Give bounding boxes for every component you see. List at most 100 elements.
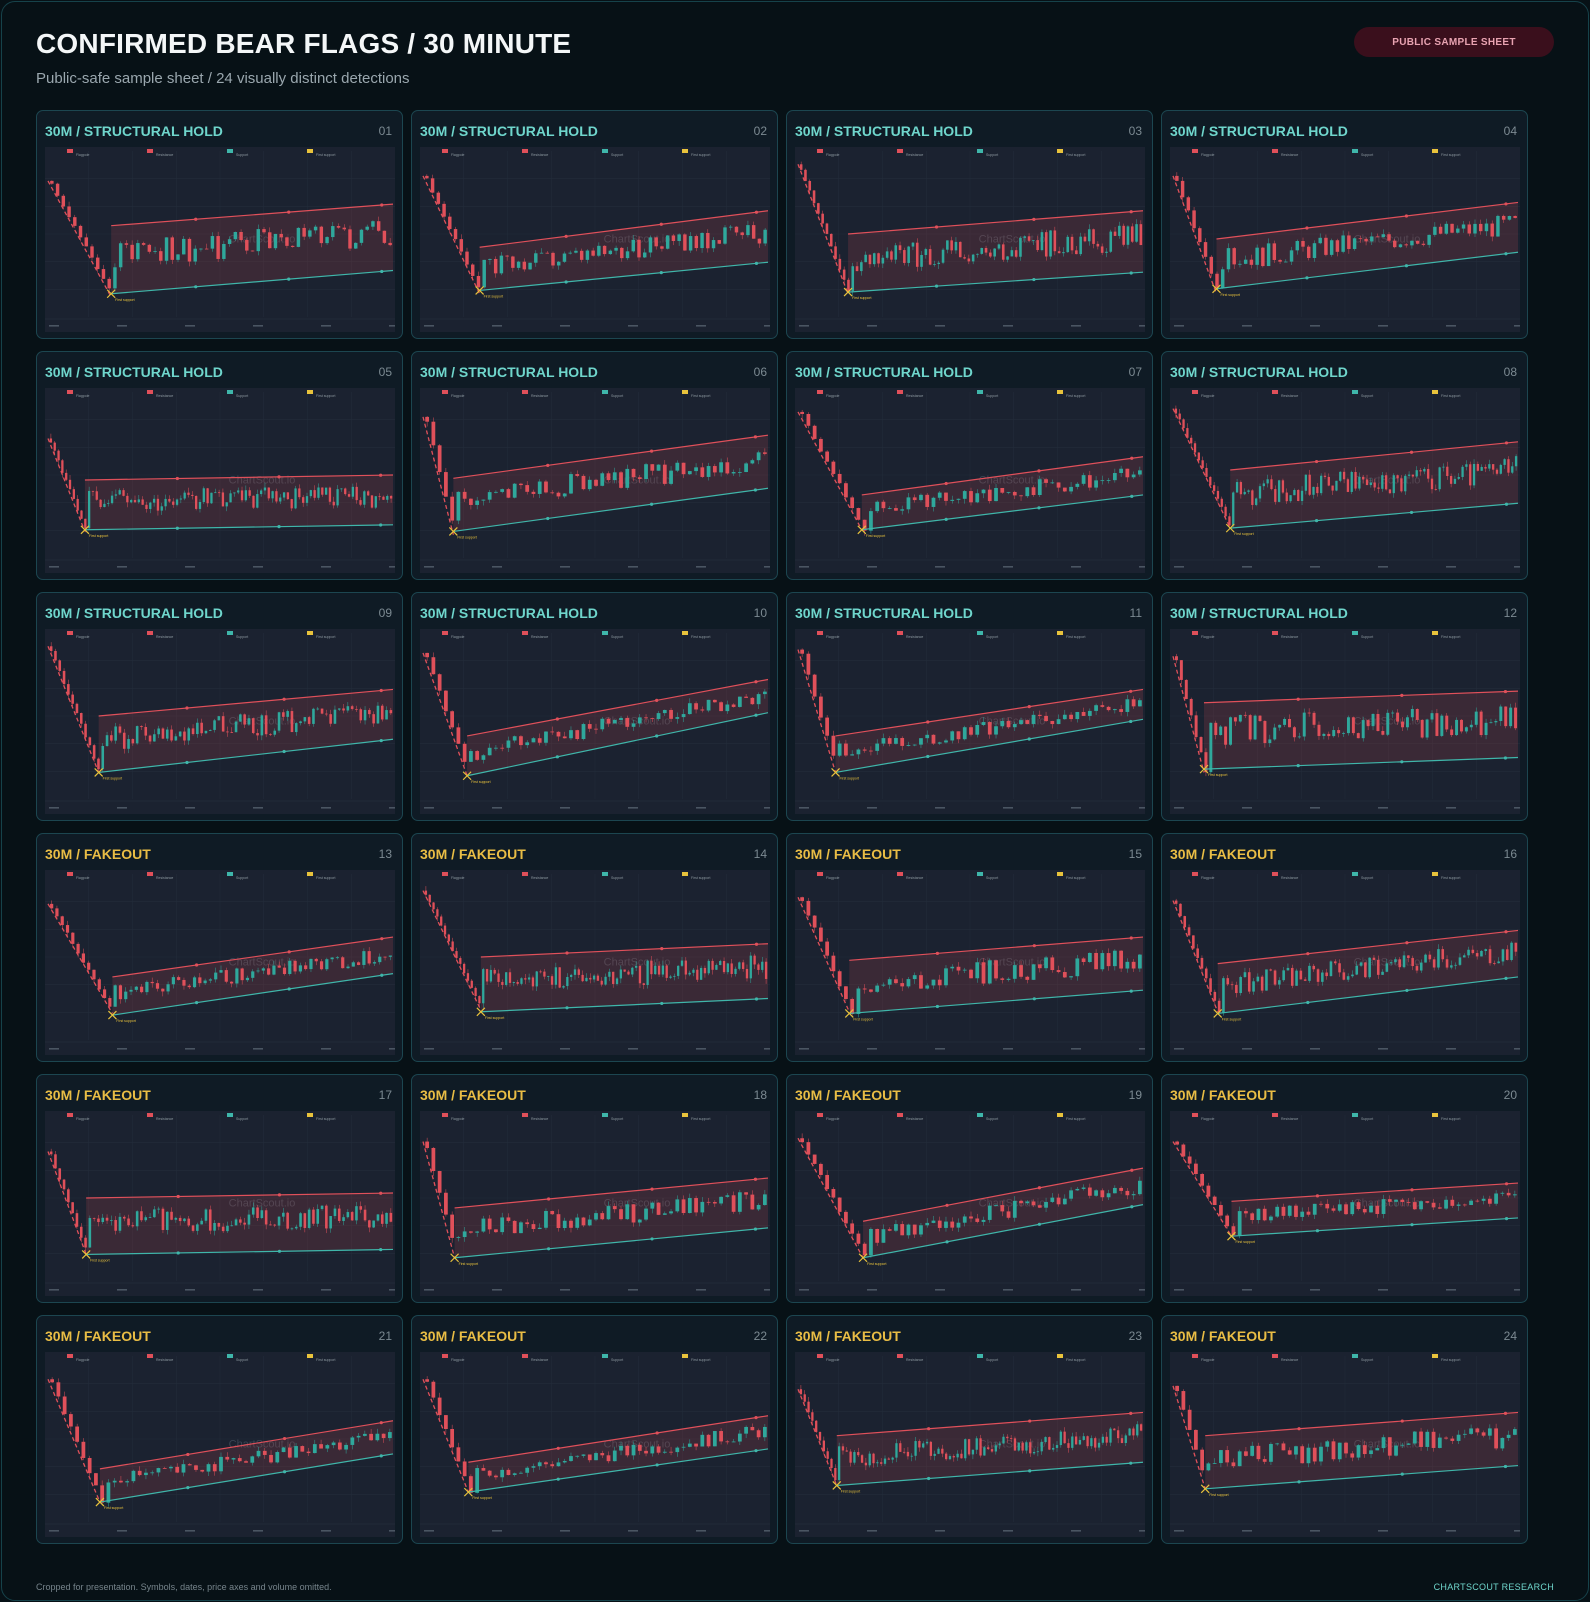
candle-body — [1469, 1200, 1473, 1205]
candle-body — [282, 712, 285, 717]
candle-body — [471, 264, 475, 276]
candle-body — [606, 718, 611, 724]
flag-channel — [468, 1415, 768, 1493]
support-touch — [1400, 760, 1404, 764]
candle-body — [1006, 1436, 1009, 1439]
candle-body — [587, 1454, 592, 1461]
candle-body — [65, 472, 68, 480]
card-label: 30M / FAKEOUT — [420, 1087, 526, 1103]
candle-body — [875, 985, 880, 992]
x-tick-mark — [560, 566, 570, 568]
candle-body — [1286, 967, 1290, 971]
candle-body — [1251, 490, 1254, 505]
candle-body — [312, 708, 315, 724]
candle-body — [887, 738, 892, 744]
support-touch — [175, 526, 179, 530]
candle-body — [711, 960, 714, 970]
candle-body — [437, 1397, 442, 1416]
candle-body — [875, 501, 880, 512]
candle-body — [425, 1379, 430, 1382]
card-label: 30M / FAKEOUT — [795, 1328, 901, 1344]
candle-body — [592, 975, 596, 980]
candle-body — [981, 722, 986, 725]
x-tick-mark — [185, 1530, 195, 1532]
legend-swatch — [1432, 872, 1438, 876]
candle-body — [829, 233, 833, 247]
x-tick-mark — [49, 1530, 59, 1532]
candle-body — [1494, 1428, 1498, 1449]
x-tick-mark — [492, 1048, 502, 1050]
candle-body — [654, 965, 657, 975]
candle-body — [282, 492, 286, 498]
candle-body — [425, 416, 430, 422]
candle-body — [556, 1214, 561, 1229]
candle-body — [1473, 223, 1477, 234]
candle-body — [869, 989, 873, 992]
candle-body — [271, 491, 274, 499]
x-tick-mark — [389, 1530, 395, 1532]
candle-body — [1415, 966, 1419, 971]
candle-body — [475, 751, 480, 760]
candle-body — [355, 1206, 358, 1221]
support-line — [836, 1461, 1144, 1487]
resistance-touch — [754, 680, 758, 684]
legend-label: First support — [316, 1358, 335, 1362]
flag-channel — [1231, 1183, 1518, 1237]
candle-body — [841, 1446, 845, 1451]
footer-brand: CHARTSCOUT RESEARCH — [1433, 1582, 1554, 1592]
candle-body — [216, 236, 220, 259]
candle-body — [362, 1433, 367, 1436]
candle-body — [1493, 963, 1496, 964]
x-tick-mark — [935, 1289, 945, 1291]
candle-body — [1224, 506, 1227, 517]
x-tick-mark — [492, 325, 502, 327]
candle-body — [177, 977, 181, 980]
x-tick-mark — [1378, 325, 1388, 327]
candle-body — [233, 492, 236, 494]
candle-body — [1294, 1446, 1298, 1455]
candle-body — [285, 237, 289, 246]
card-header: 30M / FAKEOUT 15 — [795, 846, 1142, 862]
candle-body — [500, 1217, 505, 1233]
candle-body — [825, 1174, 830, 1190]
candle-body — [1183, 916, 1187, 928]
candle-body — [79, 713, 83, 724]
x-tick-mark — [389, 807, 395, 809]
candle-body — [1006, 978, 1011, 980]
candle-body — [669, 976, 672, 978]
legend-label: Support — [1361, 1117, 1373, 1121]
candle-body — [600, 473, 605, 486]
candle-body — [1442, 466, 1445, 468]
candle-body — [750, 1194, 755, 1210]
candle-body — [969, 727, 973, 735]
candle-body — [171, 977, 175, 985]
candle-body — [56, 1382, 61, 1397]
support-line — [86, 1248, 394, 1256]
legend-label: Support — [236, 635, 248, 639]
candle-body — [168, 498, 171, 502]
x-tick-mark — [799, 1530, 809, 1532]
candle-body — [494, 1229, 498, 1233]
candle-body — [225, 1456, 230, 1460]
candle-body — [233, 231, 238, 240]
resistance-touch — [380, 203, 384, 207]
candle-body — [335, 957, 340, 959]
candle-body — [1237, 1211, 1242, 1236]
card-number: 02 — [753, 124, 767, 138]
candle-body — [389, 710, 393, 714]
x-tick-mark — [560, 325, 570, 327]
x-tick-mark — [1071, 566, 1081, 568]
first-support-marker — [463, 1487, 473, 1497]
card-label: 30M / STRUCTURAL HOLD — [45, 364, 223, 380]
candle-body — [187, 1218, 191, 1226]
x-tick-mark — [1310, 1530, 1320, 1532]
candle-body — [1351, 974, 1354, 977]
candle-body — [643, 252, 647, 258]
legend-swatch — [442, 1113, 448, 1117]
candle-body — [1278, 724, 1282, 728]
candle-body — [234, 721, 238, 733]
candle-body — [208, 1209, 212, 1231]
legend-label: Support — [611, 1358, 623, 1362]
candle-body — [1456, 1204, 1461, 1206]
candle-body — [912, 975, 917, 980]
